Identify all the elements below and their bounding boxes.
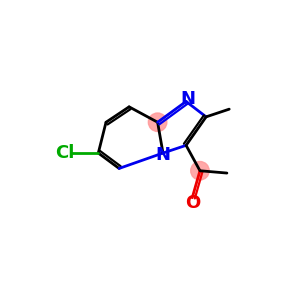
- Text: N: N: [180, 90, 195, 108]
- Text: O: O: [184, 194, 200, 212]
- Circle shape: [148, 113, 167, 131]
- Text: N: N: [155, 146, 170, 164]
- Text: Cl: Cl: [55, 144, 74, 162]
- Circle shape: [191, 161, 209, 180]
